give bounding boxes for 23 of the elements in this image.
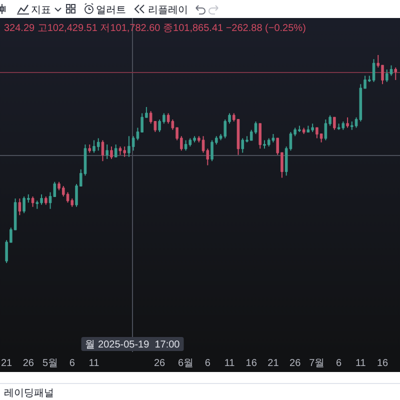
x-tick-label: 6 [204,358,210,369]
x-tick-label: 5월 [42,358,58,369]
annotation: 레이딩패널 [4,388,54,399]
x-tick-label: 26 [154,358,166,369]
annotation: 324.29 고102,429.51 저101,782.60 종101,865.41 −262.88 (−0.25%) [4,23,306,34]
x-tick-label: 11 [224,358,235,369]
x-tick-label: 21 [1,358,12,369]
crosshair-label: 월 2025-05-19 17:00 [81,337,184,351]
ref-line-label: 월 2025-05-19 17:00 [85,340,180,350]
x-tick-label: 26 [22,358,34,369]
annotation: 리플레이 [148,5,188,16]
annotation: 지표 [31,5,51,16]
x-tick-label: 6월 [178,358,194,369]
x-tick-label: 16 [246,358,257,369]
x-tick-label: 6 [69,358,75,369]
x-tick-label: 26 [290,358,301,369]
x-tick-label: 21 [268,358,279,369]
x-tick-label: 7월 [309,358,325,369]
x-tick-label: 11 [355,358,366,369]
x-tick-label: 6 [336,358,342,369]
x-tick-label: 16 [376,358,388,369]
annotation: 얼러트 [96,5,126,16]
x-tick-label: 11 [88,358,100,369]
